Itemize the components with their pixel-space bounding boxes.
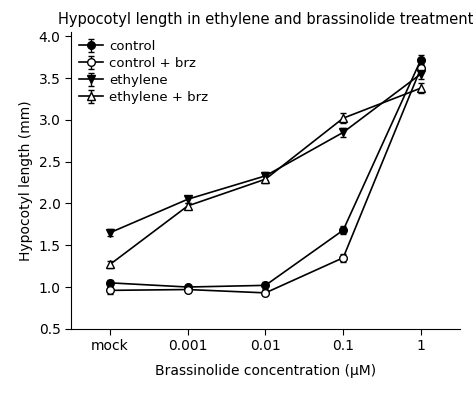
X-axis label: Brassinolide concentration (μM): Brassinolide concentration (μM) (155, 365, 376, 379)
Title: Hypocotyl length in ethylene and brassinolide treatment: Hypocotyl length in ethylene and brassin… (58, 12, 473, 27)
Y-axis label: Hypocotyl length (mm): Hypocotyl length (mm) (19, 100, 33, 261)
Legend: control, control + brz, ethylene, ethylene + brz: control, control + brz, ethylene, ethyle… (75, 36, 212, 108)
